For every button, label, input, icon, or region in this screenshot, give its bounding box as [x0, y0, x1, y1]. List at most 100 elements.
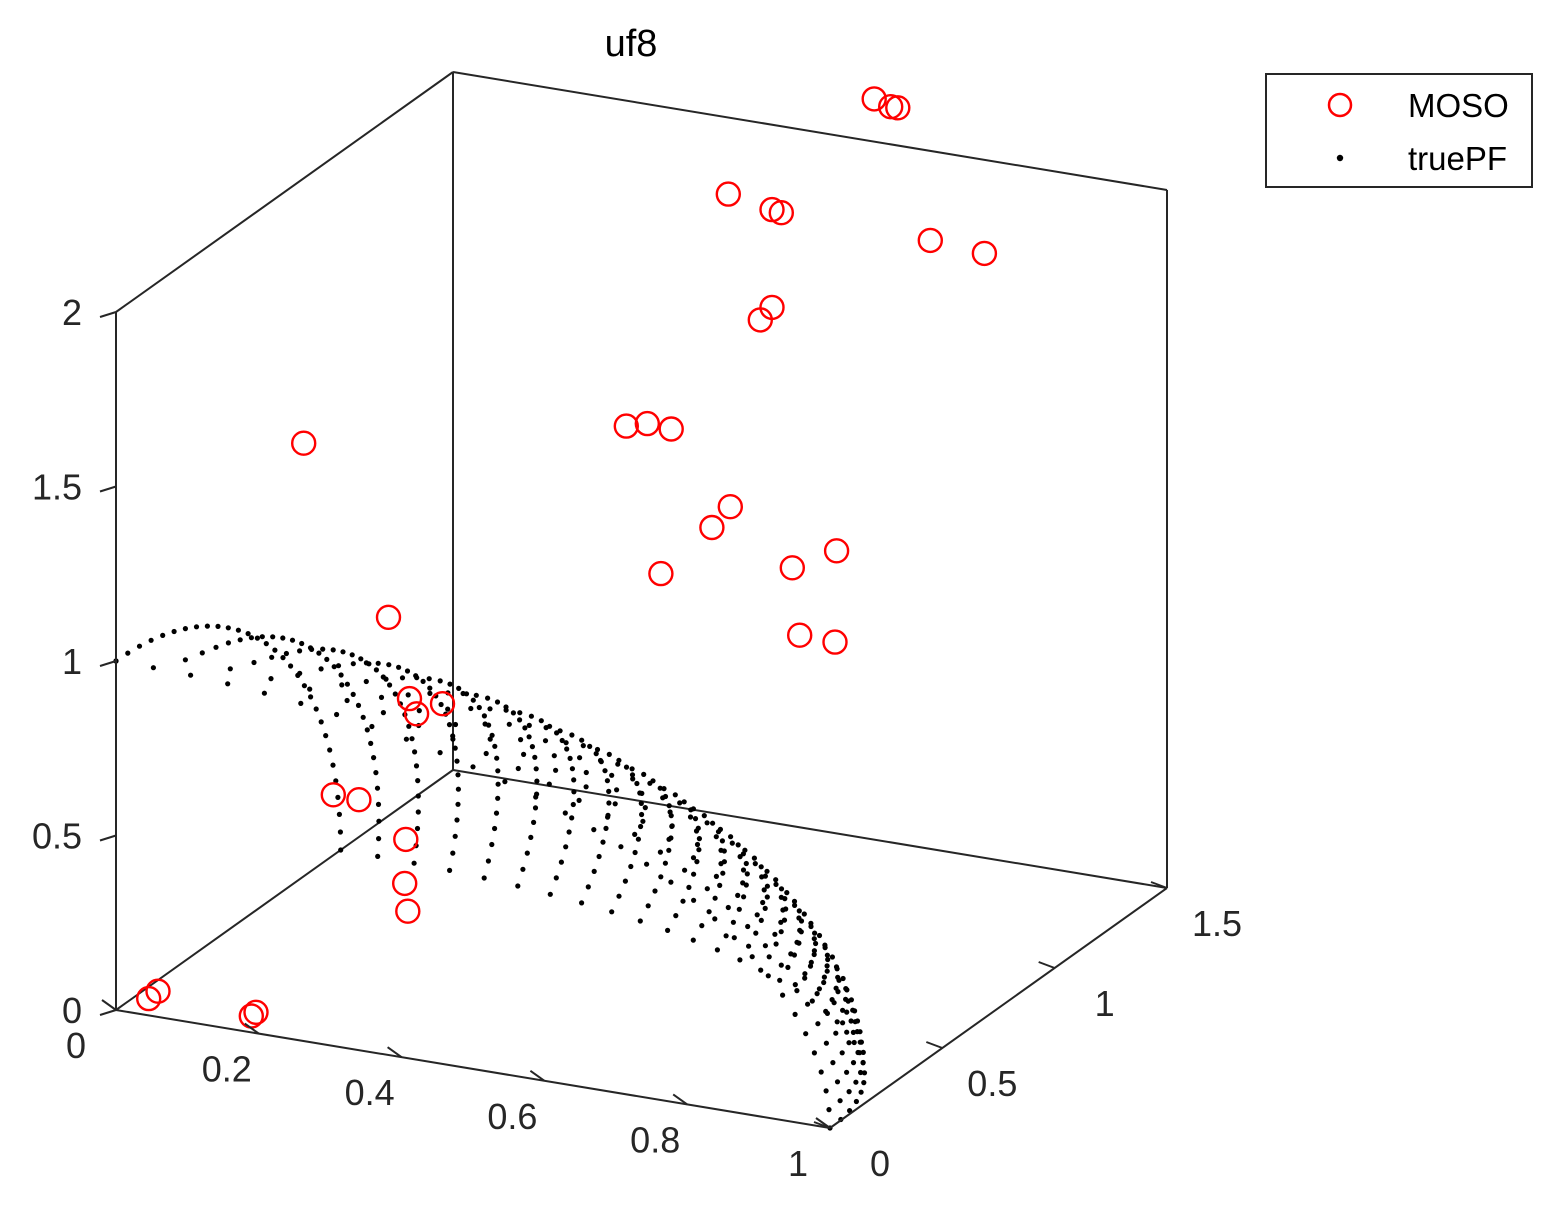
- truepf-point: [657, 849, 664, 855]
- truepf-point: [815, 1021, 821, 1027]
- truepf-point: [452, 833, 458, 839]
- axes-box-front: [115, 71, 1168, 1129]
- truepf-point: [470, 697, 476, 703]
- z-axis: 0 0.5 1 1.5 2: [32, 292, 117, 1031]
- truepf-point: [452, 745, 458, 751]
- truepf-point: [532, 754, 538, 760]
- truepf-point: [476, 704, 482, 711]
- truepf-point: [688, 807, 694, 813]
- truepf-point: [740, 867, 747, 873]
- truepf-point: [687, 814, 694, 820]
- truepf-point: [415, 778, 421, 784]
- legend-item-moso: MOSO: [1327, 87, 1509, 124]
- truepf-point: [618, 844, 624, 850]
- truepf-point: [822, 942, 828, 948]
- truepf-point: [805, 1001, 811, 1007]
- truepf-point: [639, 811, 645, 818]
- truepf-point: [594, 746, 601, 753]
- truepf-point: [268, 676, 274, 682]
- x-tick: [387, 1046, 403, 1059]
- truepf-point: [609, 909, 615, 915]
- truepf-point: [813, 940, 819, 947]
- truepf-point: [339, 682, 345, 688]
- truepf-point: [844, 1009, 850, 1015]
- moso-point: [822, 629, 848, 655]
- truepf-point: [487, 706, 493, 712]
- truepf-point: [657, 785, 663, 791]
- truepf-point: [764, 868, 770, 874]
- truepf-point: [316, 650, 322, 656]
- truepf-point: [546, 781, 552, 787]
- legend: MOSO truePF: [1265, 73, 1533, 188]
- z-tick: [99, 485, 117, 493]
- truepf-point: [375, 853, 381, 860]
- truepf-point: [696, 847, 702, 853]
- truepf-point: [269, 654, 275, 660]
- truepf-point: [518, 737, 524, 743]
- truepf-point: [690, 937, 696, 943]
- truepf-point: [376, 818, 382, 824]
- truepf-point: [854, 1029, 860, 1035]
- truepf-point: [272, 647, 278, 653]
- truepf-point: [824, 968, 830, 974]
- truepf-point: [369, 723, 375, 730]
- truepf-point: [136, 643, 143, 649]
- truepf-point: [736, 906, 742, 912]
- x-tick: [672, 1093, 688, 1106]
- truepf-point: [860, 1060, 866, 1066]
- truepf-point: [777, 977, 783, 983]
- truepf-point: [715, 829, 722, 835]
- truepf-point: [858, 1069, 864, 1076]
- truepf-point: [818, 1069, 824, 1075]
- truepf-point: [816, 986, 823, 992]
- truepf-point: [691, 871, 697, 877]
- truepf-point: [330, 647, 336, 653]
- truepf-point: [225, 681, 231, 687]
- truepf-point: [637, 790, 643, 796]
- truepf-point: [447, 681, 453, 687]
- truepf-point: [450, 733, 456, 739]
- truepf-point: [681, 799, 687, 805]
- truepf-point: [569, 732, 575, 738]
- truepf-point: [798, 929, 804, 935]
- truepf-point: [450, 850, 456, 856]
- truepf-point: [313, 706, 319, 712]
- truepf-point: [744, 871, 750, 877]
- truepf-point: [778, 962, 784, 968]
- truepf-point: [563, 844, 569, 850]
- moso-point: [861, 86, 887, 112]
- truepf-point: [455, 786, 461, 792]
- truepf-point: [520, 866, 526, 872]
- truepf-point: [415, 793, 421, 799]
- truepf-point: [740, 851, 747, 857]
- truepf-point: [148, 637, 154, 643]
- truepf-point: [802, 975, 808, 981]
- truepf-point: [758, 917, 764, 924]
- truepf-point: [254, 635, 260, 641]
- truepf-point: [259, 634, 265, 640]
- truepf-point: [811, 936, 817, 942]
- truepf-point: [861, 1070, 868, 1076]
- truepf-point: [237, 637, 243, 643]
- truepf-point: [640, 818, 646, 824]
- truepf-point: [437, 678, 443, 684]
- moso-point: [885, 95, 911, 121]
- truepf-point: [826, 1107, 832, 1113]
- truepf-point: [386, 662, 392, 668]
- truepf-point: [783, 906, 789, 912]
- truepf-point: [380, 674, 386, 680]
- truepf-point: [378, 694, 385, 701]
- truepf-point: [761, 887, 767, 893]
- truepf-point: [835, 974, 841, 980]
- truepf-point: [506, 721, 512, 727]
- truepf-point: [307, 686, 313, 692]
- truepf-point: [375, 801, 382, 808]
- truepf-point: [719, 838, 726, 844]
- truepf-point: [743, 860, 749, 867]
- truepf-point: [811, 951, 817, 958]
- truepf-point: [691, 897, 697, 903]
- truepf-point: [714, 947, 721, 953]
- truepf-point: [632, 849, 638, 856]
- truepf-point: [791, 898, 798, 905]
